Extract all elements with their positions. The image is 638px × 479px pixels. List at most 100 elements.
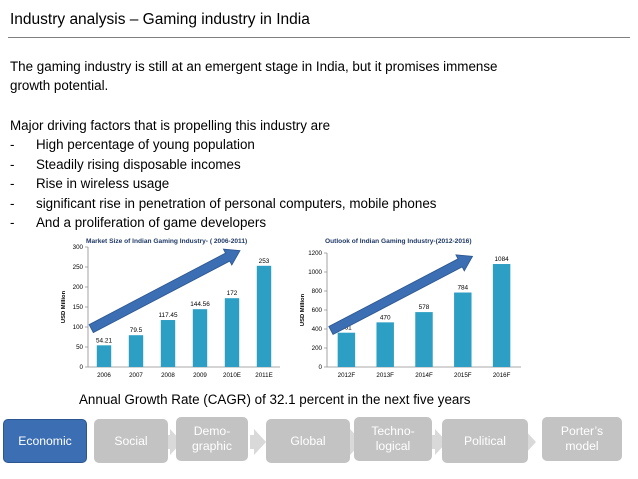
market-size-chart-svg: Market Size of Indian Gaming Industry- (… — [61, 238, 280, 379]
y-tick-label: 300 — [73, 244, 84, 251]
step-label: Political — [464, 433, 506, 448]
step-label-line-1: Techno- — [371, 424, 415, 438]
step-label-line-1: Demo- — [193, 424, 231, 438]
bar — [337, 332, 356, 367]
x-tick-label: 2013F — [376, 372, 394, 379]
driver-text: Rise in wireless usage — [36, 176, 170, 192]
bullet-dash: - — [10, 176, 15, 192]
step-label-line-2: logical — [375, 439, 411, 453]
step-social[interactable]: Social — [94, 419, 168, 463]
data-label: 784 — [457, 285, 468, 292]
y-axis-label: USD Million — [300, 293, 306, 326]
y-axis-label: USD Million — [61, 290, 67, 323]
y-tick-label: 200 — [312, 345, 323, 352]
intro-line-2: growth potential. — [10, 78, 109, 93]
x-tick-label: 2011E — [255, 372, 272, 379]
step-label-line-1: Porter’s — [560, 424, 604, 438]
data-label: 1084 — [494, 256, 509, 263]
data-label: 578 — [419, 304, 430, 311]
step-technological[interactable]: Techno- logical — [354, 417, 432, 461]
outlook-chart-svg: Outlook of Indian Gaming Industry-(2012-… — [300, 238, 521, 379]
bullet-dash: - — [10, 137, 15, 152]
intro-line-1: The gaming industry is still at an emerg… — [10, 59, 498, 74]
data-label: 361 — [341, 325, 352, 332]
driver-item: - significant rise in penetration of pers… — [10, 194, 436, 214]
bar — [128, 335, 144, 367]
x-tick-label: 2012F — [338, 372, 356, 379]
step-label: Social — [114, 433, 148, 448]
driver-text: significant rise in penetration of perso… — [36, 195, 437, 211]
driver-item: - Steadily rising disposable incomes — [10, 155, 436, 175]
y-tick-label: 0 — [80, 364, 84, 371]
driver-text: And a proliferation of game developers — [36, 215, 267, 231]
step-economic[interactable]: Economic — [3, 419, 87, 463]
y-tick-label: 800 — [312, 288, 323, 295]
trend-arrow-icon — [88, 248, 241, 334]
bar — [415, 312, 433, 367]
y-tick-label: 100 — [73, 324, 84, 331]
step-label: Economic — [18, 433, 72, 448]
bar — [96, 345, 112, 367]
cagr-caption: Annual Growth Rate (CAGR) of 32.1 percen… — [79, 392, 471, 407]
data-label: 117.45 — [158, 312, 178, 319]
y-tick-label: 50 — [76, 344, 83, 351]
market-size-chart: Market Size of Indian Gaming Industry- (… — [58, 233, 288, 383]
y-tick-label: 1200 — [308, 250, 322, 257]
bar — [192, 309, 208, 367]
x-tick-label: 2010E — [223, 372, 241, 379]
y-tick-label: 150 — [73, 304, 84, 311]
step-demographic[interactable]: Demo- graphic — [176, 417, 248, 461]
intro-paragraph: The gaming industry is still at an emerg… — [10, 57, 570, 95]
bar — [160, 320, 176, 367]
data-label: 144.56 — [190, 301, 210, 308]
x-tick-label: 2014F — [415, 372, 433, 379]
outlook-chart: Outlook of Indian Gaming Industry-(2012-… — [297, 233, 527, 383]
flow-connector — [165, 435, 173, 449]
y-tick-label: 400 — [312, 326, 323, 333]
data-label: 79.5 — [130, 327, 143, 334]
chart-title: Outlook of Indian Gaming Industry-(2012-… — [325, 238, 472, 245]
bullet-dash: - — [10, 156, 15, 172]
driver-item: - Rise in wireless usage — [10, 174, 436, 194]
driver-item: - And a proliferation of game developers — [10, 213, 436, 233]
chevron-right-icon — [254, 429, 266, 455]
drivers-list: - High percentage of young population - St… — [10, 135, 436, 233]
step-label-line-2: model — [565, 439, 599, 453]
step-label: Global — [290, 433, 326, 448]
y-tick-label: 1000 — [308, 269, 322, 276]
trend-arrow-icon — [328, 254, 474, 336]
bar — [376, 322, 394, 367]
y-tick-label: 0 — [319, 364, 323, 371]
driver-text: High percentage of young population — [36, 137, 255, 152]
data-label: 54.21 — [96, 337, 112, 344]
y-tick-label: 200 — [73, 284, 84, 291]
bar — [224, 298, 240, 367]
chart-title: Market Size of Indian Gaming Industry- (… — [86, 238, 247, 245]
step-political[interactable]: Political — [442, 419, 528, 463]
driver-text: Steadily rising disposable incomes — [36, 156, 241, 172]
bar — [256, 265, 272, 367]
x-tick-label: 2016F — [493, 372, 511, 379]
x-tick-label: 2008 — [161, 372, 175, 379]
data-label: 470 — [380, 314, 391, 321]
step-porters-model[interactable]: Porter’s model — [542, 417, 622, 461]
drivers-heading: Major driving factors that is propelling… — [10, 118, 331, 133]
bullet-dash: - — [10, 195, 15, 211]
step-global[interactable]: Global — [266, 419, 350, 463]
bar — [454, 292, 472, 367]
bar — [492, 264, 511, 367]
slide-title: Industry analysis – Gaming industry in I… — [10, 11, 310, 28]
x-tick-label: 2009 — [193, 372, 207, 379]
x-tick-label: 2006 — [97, 372, 111, 379]
data-label: 172 — [227, 290, 238, 297]
y-tick-label: 250 — [73, 264, 84, 271]
analysis-flow: Economic Social Demo- graphic Global Tec… — [0, 414, 638, 479]
x-tick-label: 2007 — [129, 372, 143, 379]
x-tick-label: 2015F — [454, 372, 472, 379]
y-tick-label: 600 — [312, 307, 323, 314]
driver-item: - High percentage of young population — [10, 135, 436, 155]
bullet-dash: - — [10, 215, 15, 231]
title-divider — [8, 37, 630, 38]
data-label: 253 — [259, 258, 270, 265]
step-label-line-2: graphic — [192, 439, 232, 453]
